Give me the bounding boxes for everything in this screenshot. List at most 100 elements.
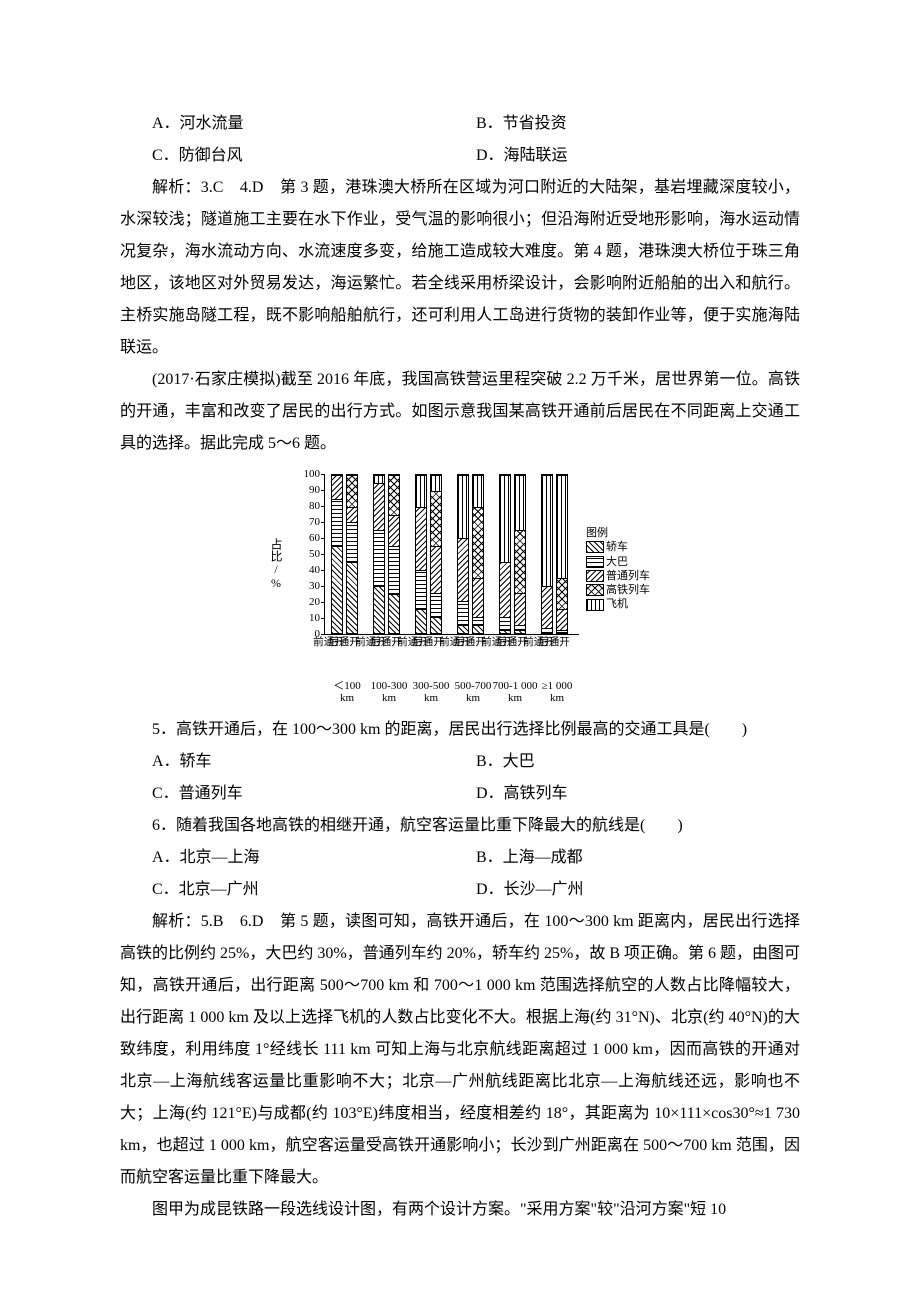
chart-ytick: 50 (270, 549, 320, 560)
chart-legend-item: 轿车 (586, 540, 650, 554)
chart-bar (415, 474, 427, 634)
chart-legend-swatch (586, 570, 604, 582)
q5-option-d: D．高铁列车 (476, 778, 800, 810)
q6-options-row2: C．北京—广州 D．长沙—广州 (120, 874, 800, 906)
q56-stem: (2017·石家庄模拟)截至 2016 年底，我国高铁营运里程突破 2.2 万千… (120, 364, 800, 460)
chart-legend-swatch (586, 556, 604, 568)
chart-ytick: 40 (270, 565, 320, 576)
chart-bar (346, 474, 358, 634)
chart-bar (373, 474, 385, 634)
chart-segment (389, 475, 399, 515)
chart-segment (347, 562, 357, 633)
chart-legend-swatch (586, 584, 604, 596)
chart-bar (472, 474, 484, 634)
chart-bar (331, 474, 343, 634)
chart-segment (500, 630, 510, 633)
chart-legend-title: 图例 (586, 526, 650, 540)
chart-bar (457, 474, 469, 634)
chart-segment (332, 475, 342, 499)
chart-ytick: 0 (270, 629, 320, 640)
chart-segment (557, 609, 567, 630)
chart-segment (557, 578, 567, 610)
chart-legend-label: 普通列车 (606, 569, 650, 583)
chart-legend-label: 轿车 (606, 540, 628, 554)
chart-segment (431, 546, 441, 593)
chart-segment (458, 475, 468, 538)
q4-option-d: D．海陆联运 (476, 140, 800, 172)
chart-segment (473, 507, 483, 578)
chart-segment (416, 570, 426, 610)
chart-segment (347, 507, 357, 523)
chart-segment (500, 617, 510, 630)
chart-x-category: ≥1 000km (527, 680, 587, 704)
chart-legend-label: 飞机 (606, 597, 628, 611)
chart-segment (416, 507, 426, 570)
document-page: A．河水流量 B．节省投资 C．防御台风 D．海陆联运 解析：3.C 4.D 第… (0, 0, 920, 1286)
q4-options-row2: C．防御台风 D．海陆联运 (120, 140, 800, 172)
chart-segment (416, 475, 426, 507)
chart-legend-swatch (586, 541, 604, 553)
chart-ytick: 90 (270, 485, 320, 496)
chart-segment (389, 546, 399, 593)
chart-legend-label: 大巴 (606, 555, 628, 569)
chart-legend-item: 普通列车 (586, 569, 650, 583)
q34-explanation: 解析：3.C 4.D 第 3 题，港珠澳大桥所在区域为河口附近的大陆架，基岩埋藏… (120, 172, 800, 364)
chart-segment (347, 475, 357, 507)
chart-segment (473, 625, 483, 633)
chart-segment (458, 538, 468, 601)
chart-bar-label: 开通后 (557, 636, 568, 647)
chart-segment (542, 628, 552, 633)
chart-segment (374, 586, 384, 633)
chart-plot-area: 开通前开通后＜100km开通前开通后100-300km开通前开通后300-500… (324, 474, 579, 635)
chart-container: 占比/% 开通前开通后＜100km开通前开通后100-300km开通前开通后30… (120, 468, 800, 708)
chart-segment (473, 475, 483, 507)
chart-segment (473, 617, 483, 625)
q6-option-a: A．北京—上海 (152, 842, 476, 874)
q6-option-d: D．长沙—广州 (476, 874, 800, 906)
chart-segment (500, 475, 510, 562)
chart-segment (389, 594, 399, 634)
chart-segment (557, 475, 567, 578)
chart-bar (514, 474, 526, 634)
chart-legend-item: 大巴 (586, 555, 650, 569)
chart-segment (515, 593, 525, 625)
chart-ytick: 80 (270, 501, 320, 512)
chart-ytick: 30 (270, 581, 320, 592)
q6-option-b: B．上海—成都 (476, 842, 800, 874)
q5-stem: 5．高铁开通后，在 100～300 km 的距离，居民出行选择比例最高的交通工具… (120, 714, 800, 746)
chart-segment (431, 593, 441, 617)
chart-legend: 图例轿车大巴普通列车高铁列车飞机 (586, 526, 650, 612)
chart-legend-item: 高铁列车 (586, 583, 650, 597)
chart-segment (515, 530, 525, 593)
transport-mode-chart: 占比/% 开通前开通后＜100km开通前开通后100-300km开通前开通后30… (270, 468, 650, 708)
chart-legend-item: 飞机 (586, 597, 650, 611)
q4-options-row1: A．河水流量 B．节省投资 (120, 108, 800, 140)
q5-option-a: A．轿车 (152, 746, 476, 778)
chart-ytick: 100 (270, 469, 320, 480)
chart-segment (557, 630, 567, 633)
chart-segment (374, 475, 384, 483)
q6-option-c: C．北京—广州 (152, 874, 476, 906)
chart-segment (500, 562, 510, 617)
chart-segment (431, 475, 441, 491)
q4-option-a: A．河水流量 (152, 108, 476, 140)
chart-segment (515, 630, 525, 633)
chart-ytick: 20 (270, 597, 320, 608)
q4-option-b: B．节省投资 (476, 108, 800, 140)
q4-option-c: C．防御台风 (152, 140, 476, 172)
chart-segment (389, 515, 399, 547)
chart-segment (473, 578, 483, 618)
chart-segment (416, 609, 426, 633)
chart-bar (556, 474, 568, 634)
q6-options-row1: A．北京—上海 B．上海—成都 (120, 842, 800, 874)
chart-segment (458, 601, 468, 625)
q5-option-c: C．普通列车 (152, 778, 476, 810)
q6-stem: 6．随着我国各地高铁的相继开通，航空客运量比重下降最大的航线是( ) (120, 810, 800, 842)
chart-ytick: 70 (270, 517, 320, 528)
q56-explanation: 解析：5.B 6.D 第 5 题，读图可知，高铁开通后，在 100～300 km… (120, 906, 800, 1194)
chart-segment (347, 522, 357, 562)
q5-options-row2: C．普通列车 D．高铁列车 (120, 778, 800, 810)
chart-segment (332, 546, 342, 633)
chart-legend-swatch (586, 599, 604, 611)
chart-segment (542, 475, 552, 586)
